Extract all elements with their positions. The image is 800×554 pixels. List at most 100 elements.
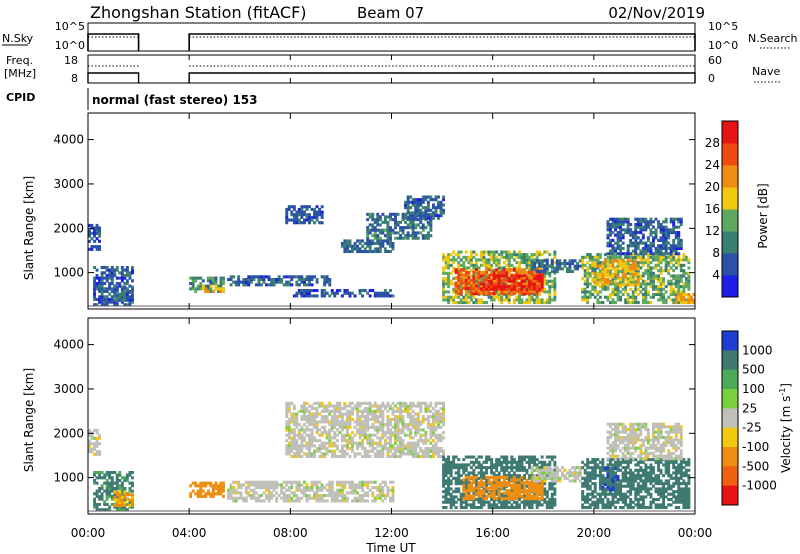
power-cell — [540, 277, 544, 281]
velocity-cell — [100, 487, 104, 491]
power-cell — [654, 233, 658, 237]
velocity-cell — [510, 458, 514, 462]
power-cell — [621, 252, 625, 256]
power-cell — [636, 231, 640, 235]
power-cell — [518, 284, 521, 288]
velocity-cell — [525, 500, 529, 504]
velocity-cell — [482, 495, 486, 499]
power-cell — [290, 205, 294, 209]
velocity-cell — [356, 441, 360, 445]
power-cell — [310, 294, 314, 298]
power-cell — [657, 225, 661, 229]
velocity-cell — [540, 466, 544, 470]
power-cell — [634, 262, 638, 266]
power-cell — [631, 290, 635, 294]
power-cell — [591, 258, 595, 262]
velocity-cell — [219, 492, 223, 496]
velocity-cell — [530, 500, 534, 504]
power-cell — [634, 233, 638, 237]
power-cell — [571, 259, 575, 263]
velocity-cell — [424, 452, 428, 456]
velocity-cell — [333, 425, 337, 429]
velocity-cell — [520, 463, 524, 467]
power-cell — [679, 274, 683, 278]
velocity-cell — [510, 466, 514, 470]
power-cell — [424, 234, 428, 238]
velocity-cell — [237, 483, 241, 487]
power-cell — [300, 291, 304, 295]
velocity-cell — [437, 455, 440, 459]
power-cell — [684, 298, 688, 302]
velocity-cell — [275, 483, 279, 487]
velocity-cell — [404, 433, 408, 437]
power-cell — [619, 280, 623, 284]
velocity-cell — [300, 433, 304, 437]
velocity-cell — [292, 480, 296, 484]
power-cell — [421, 236, 425, 240]
power-cell — [477, 266, 481, 270]
power-cell — [419, 211, 423, 215]
power-cell — [323, 283, 327, 287]
power-cell — [353, 294, 357, 298]
velocity-cell — [475, 460, 478, 464]
velocity-cell — [449, 503, 453, 507]
power-cell — [619, 225, 623, 229]
velocity-cell — [480, 471, 483, 475]
velocity-cell — [313, 436, 317, 440]
power-cell — [113, 298, 117, 302]
power-cell — [123, 285, 127, 289]
power-cell — [110, 276, 114, 280]
power-cell — [373, 236, 377, 240]
velocity-cell — [394, 420, 397, 424]
velocity-cell — [297, 486, 301, 490]
power-cell — [123, 303, 127, 307]
power-cell — [424, 216, 428, 220]
power-cell — [609, 271, 612, 275]
velocity-cell — [287, 480, 291, 484]
velocity-cell — [371, 491, 375, 495]
velocity-cell — [194, 492, 198, 496]
velocity-cell — [373, 455, 377, 459]
velocity-cell — [338, 404, 342, 408]
power-cell — [447, 285, 451, 289]
velocity-cell — [93, 479, 97, 483]
power-cell — [406, 226, 410, 230]
velocity-cell — [510, 463, 514, 467]
power-cell — [118, 284, 122, 288]
power-cell — [201, 284, 205, 288]
power-cell — [95, 287, 99, 291]
power-cell — [679, 298, 683, 302]
velocity-cell — [373, 447, 377, 451]
power-cell — [528, 274, 532, 278]
power-cell — [475, 284, 478, 288]
velocity-cell — [411, 415, 415, 419]
power-cell — [626, 231, 630, 235]
velocity-cell — [328, 412, 332, 416]
power-cell — [629, 287, 633, 291]
power-cell — [634, 285, 638, 289]
velocity-cell — [328, 404, 332, 408]
power-cell — [609, 264, 612, 268]
power-cell — [644, 246, 648, 250]
velocity-cell — [361, 420, 365, 424]
power-cell — [641, 228, 645, 232]
power-cell — [411, 226, 415, 230]
velocity-cell — [295, 423, 299, 427]
velocity-cell — [376, 436, 380, 440]
velocity-cell — [404, 409, 408, 413]
velocity-cell — [328, 436, 332, 440]
velocity-cell — [282, 480, 286, 484]
velocity-cell — [469, 506, 473, 510]
power-cell — [297, 207, 301, 211]
velocity-cell — [204, 484, 208, 488]
velocity-cell — [389, 441, 392, 445]
velocity-cell — [346, 425, 349, 429]
velocity-cell — [396, 407, 400, 411]
power-cell — [621, 246, 625, 250]
power-cell — [376, 220, 380, 224]
power-cell — [667, 269, 671, 273]
power-cell — [366, 236, 370, 240]
velocity-cell — [330, 488, 334, 492]
power-cell — [512, 287, 516, 291]
power-cell — [426, 236, 430, 240]
